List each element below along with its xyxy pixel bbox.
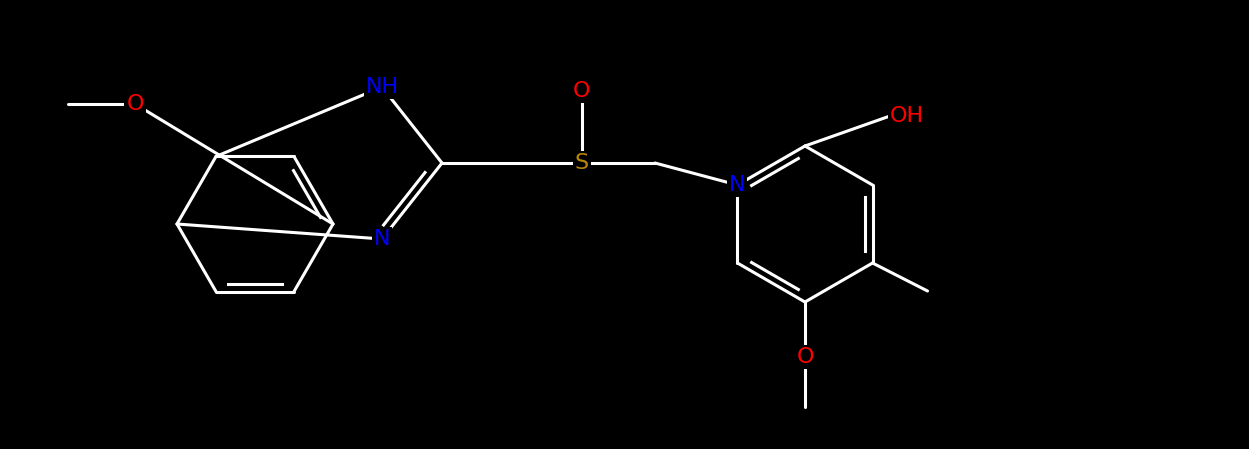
Text: NH: NH (366, 77, 398, 97)
Text: OH: OH (891, 106, 924, 126)
Text: O: O (573, 81, 591, 101)
Text: O: O (797, 347, 814, 367)
Text: S: S (575, 153, 590, 173)
Text: N: N (373, 229, 390, 249)
Text: N: N (729, 175, 746, 195)
Text: O: O (126, 94, 144, 114)
